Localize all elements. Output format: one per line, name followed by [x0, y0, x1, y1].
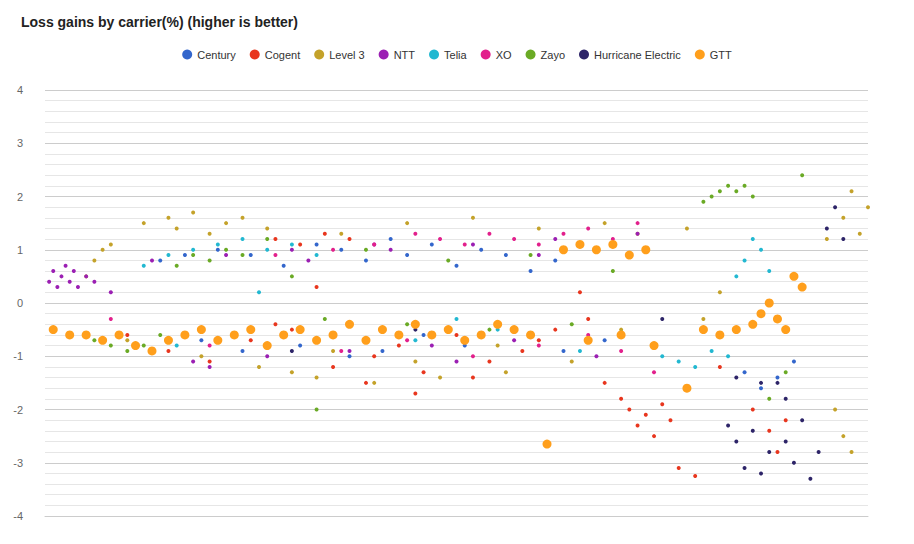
- svg-text:Loss gains by carrier(%) (high: Loss gains by carrier(%) (higher is bett…: [21, 14, 298, 30]
- svg-text:Hurricane Electric: Hurricane Electric: [594, 49, 681, 61]
- svg-text:-1: -1: [13, 350, 23, 362]
- svg-text:3: 3: [17, 137, 23, 149]
- svg-text:-2: -2: [13, 404, 23, 416]
- svg-text:GTT: GTT: [710, 49, 732, 61]
- svg-text:Century: Century: [197, 49, 236, 61]
- svg-text:-3: -3: [13, 457, 23, 469]
- svg-text:Level 3: Level 3: [329, 49, 364, 61]
- svg-text:2: 2: [17, 191, 23, 203]
- svg-text:4: 4: [17, 84, 23, 96]
- svg-text:Zayo: Zayo: [541, 49, 565, 61]
- svg-text:0: 0: [17, 297, 23, 309]
- svg-text:1: 1: [17, 244, 23, 256]
- svg-text:XO: XO: [496, 49, 512, 61]
- svg-text:NTT: NTT: [394, 49, 416, 61]
- svg-text:-4: -4: [13, 510, 23, 522]
- svg-text:Cogent: Cogent: [265, 49, 300, 61]
- svg-text:Telia: Telia: [444, 49, 468, 61]
